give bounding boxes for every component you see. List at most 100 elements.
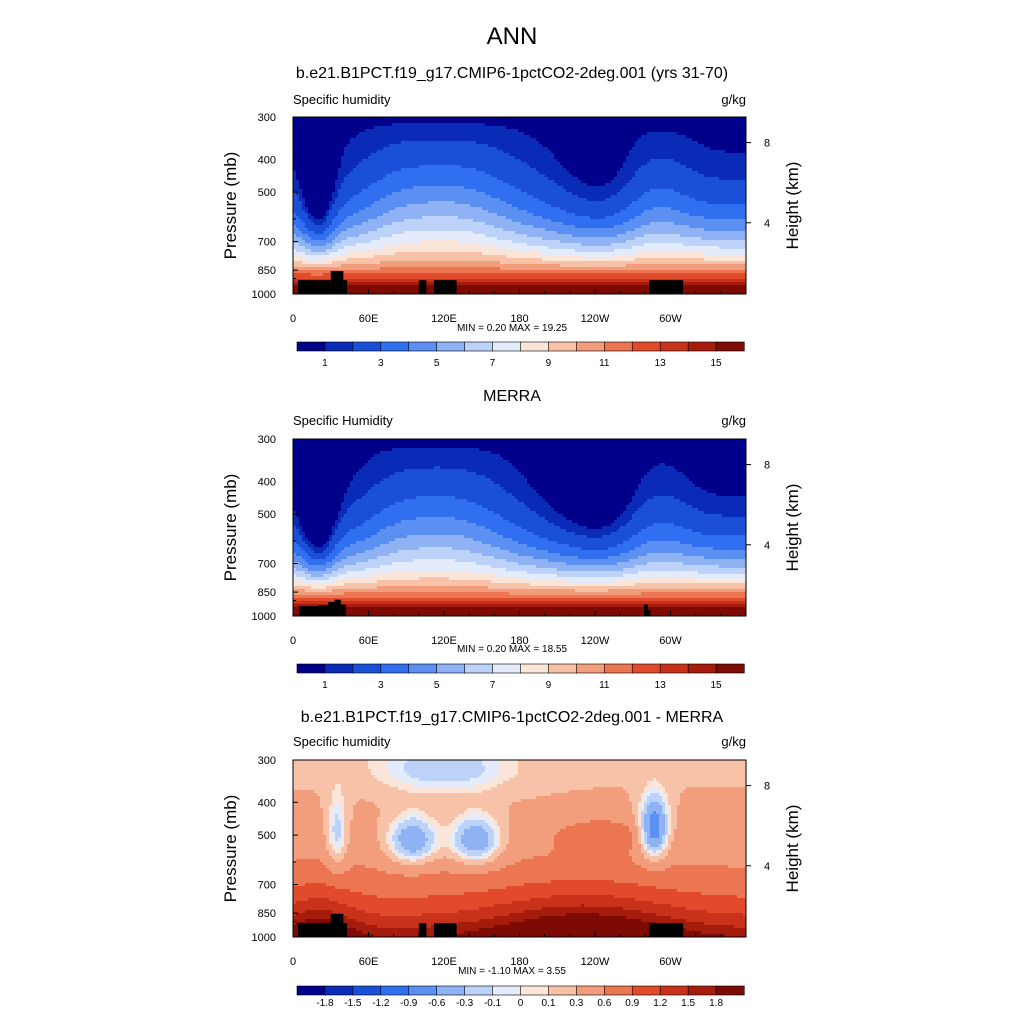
y-tick-label: 500 [258,830,276,842]
colorbar-swatch [659,985,689,996]
colorbar-label: -1.5 [344,998,362,1009]
x-tick-label: 120E [431,635,457,647]
x-tick-label: 60E [359,635,379,647]
colorbar-swatch [604,341,633,352]
colorbar-swatch [296,985,326,996]
y-tick-label: 700 [258,880,276,892]
colorbar-label: -1.2 [372,998,390,1009]
x-tick-label: 180 [510,313,528,325]
topography-mask [340,604,346,616]
height-tick-label: 4 [764,540,770,552]
y-tick-label: 700 [258,237,276,249]
colorbar-swatch [548,985,577,996]
y-tick-label: 400 [258,797,276,809]
colorbar-swatch [436,985,466,996]
variable-label: Specific humidity [293,734,391,749]
height-tick-label: 8 [764,138,770,150]
x-tick-label: 60W [659,956,682,968]
y-tick-label: 850 [258,908,276,920]
colorbar-swatch [464,341,494,352]
colorbar-label: 0.6 [597,998,611,1009]
x-tick-label: 0 [290,313,296,325]
colorbar-swatch [408,985,438,996]
colorbar-swatch [576,985,605,996]
y-tick-label: 1000 [252,611,276,623]
y-tick-label: 300 [258,755,276,767]
topography-mask [328,602,335,616]
x-tick-label: 120E [431,313,457,325]
units-label: g/kg [721,92,746,107]
y-tick-label: 700 [258,559,276,571]
colorbar-label: 0 [518,998,524,1009]
colorbar-label: 7 [490,680,496,691]
colorbar-swatch [380,341,410,352]
colorbar: -1.8 -1.5 -1.2 -0.9 -0.6 -0.3 -0.1 0 0.1 0.3 0.6 0.… [296,985,745,1009]
x-tick-label: 120W [581,635,610,647]
colorbar-swatch [520,663,550,674]
topography-mask [330,913,344,937]
y-tick-label: 500 [258,509,276,521]
colorbar-label: 1.5 [681,998,695,1009]
colorbar-label: -0.3 [456,998,474,1009]
colorbar-swatch [631,985,661,996]
y-tick-label: 500 [258,187,276,199]
y-axis-title: Pressure (mb) [221,474,240,582]
colorbar-swatch [604,663,633,674]
x-tick-label: 120E [431,956,457,968]
colorbar-label: 3 [378,680,384,691]
right-axis-title: Height (km) [783,484,802,572]
topography-mask [644,604,648,616]
min-max-stats: MIN = 0.20 MAX = 18.55 [457,644,567,655]
colorbar-swatch [464,663,494,674]
units-label: g/kg [721,413,746,428]
y-axis-title: Pressure (mb) [221,152,240,260]
topography-mask [649,923,684,937]
height-tick-label: 8 [764,781,770,793]
page-title: ANN [487,23,538,50]
topography-mask [298,923,319,937]
colorbar-label: -1.8 [316,998,334,1009]
colorbar-swatch [576,341,605,352]
x-tick-label: 0 [290,956,296,968]
colorbar-label: 1 [322,358,328,369]
colorbar-label: 3 [378,358,384,369]
topography-mask [299,606,319,616]
topography-mask [433,923,457,937]
colorbar-swatch [352,341,382,352]
topography-mask [334,599,341,616]
colorbar-swatch [631,663,661,674]
colorbar-swatch [296,663,326,674]
colorbar-swatch [492,341,522,352]
topography-mask [318,605,329,616]
x-tick-label: 180 [510,635,528,647]
right-axis-title: Height (km) [783,162,802,250]
chart-title: b.e21.B1PCT.f19_g17.CMIP6-1pctCO2-2deg.0… [296,65,728,82]
colorbar-swatch [408,663,438,674]
colorbar-label: 11 [599,680,610,691]
height-tick-label: 8 [764,460,770,472]
colorbar-swatch [687,663,717,674]
units-label: g/kg [721,734,746,749]
colorbar-swatch [659,663,689,674]
colorbar-swatch [324,341,354,352]
colorbar: 1 3 5 7 9 11 13 15 [296,663,745,691]
x-tick-label: 180 [510,956,528,968]
colorbar-swatch [604,985,633,996]
colorbar-label: 11 [599,358,610,369]
contour-field [293,760,746,937]
colorbar-swatch [715,341,745,352]
x-tick-label: 0 [290,635,296,647]
topography-mask [418,923,427,937]
x-tick-label: 120W [581,956,610,968]
colorbar-label: 7 [490,358,496,369]
colorbar-label: 13 [655,680,667,691]
chart-title: b.e21.B1PCT.f19_g17.CMIP6-1pctCO2-2deg.0… [301,709,724,726]
min-max-stats: MIN = -1.10 MAX = 3.55 [458,966,566,977]
colorbar-label: 0.9 [625,998,639,1009]
y-tick-label: 300 [258,434,276,446]
y-axis-title: Pressure (mb) [221,795,240,903]
topography-mask [298,280,319,294]
topography-mask [343,280,348,294]
colorbar-label: 0.1 [541,998,555,1009]
